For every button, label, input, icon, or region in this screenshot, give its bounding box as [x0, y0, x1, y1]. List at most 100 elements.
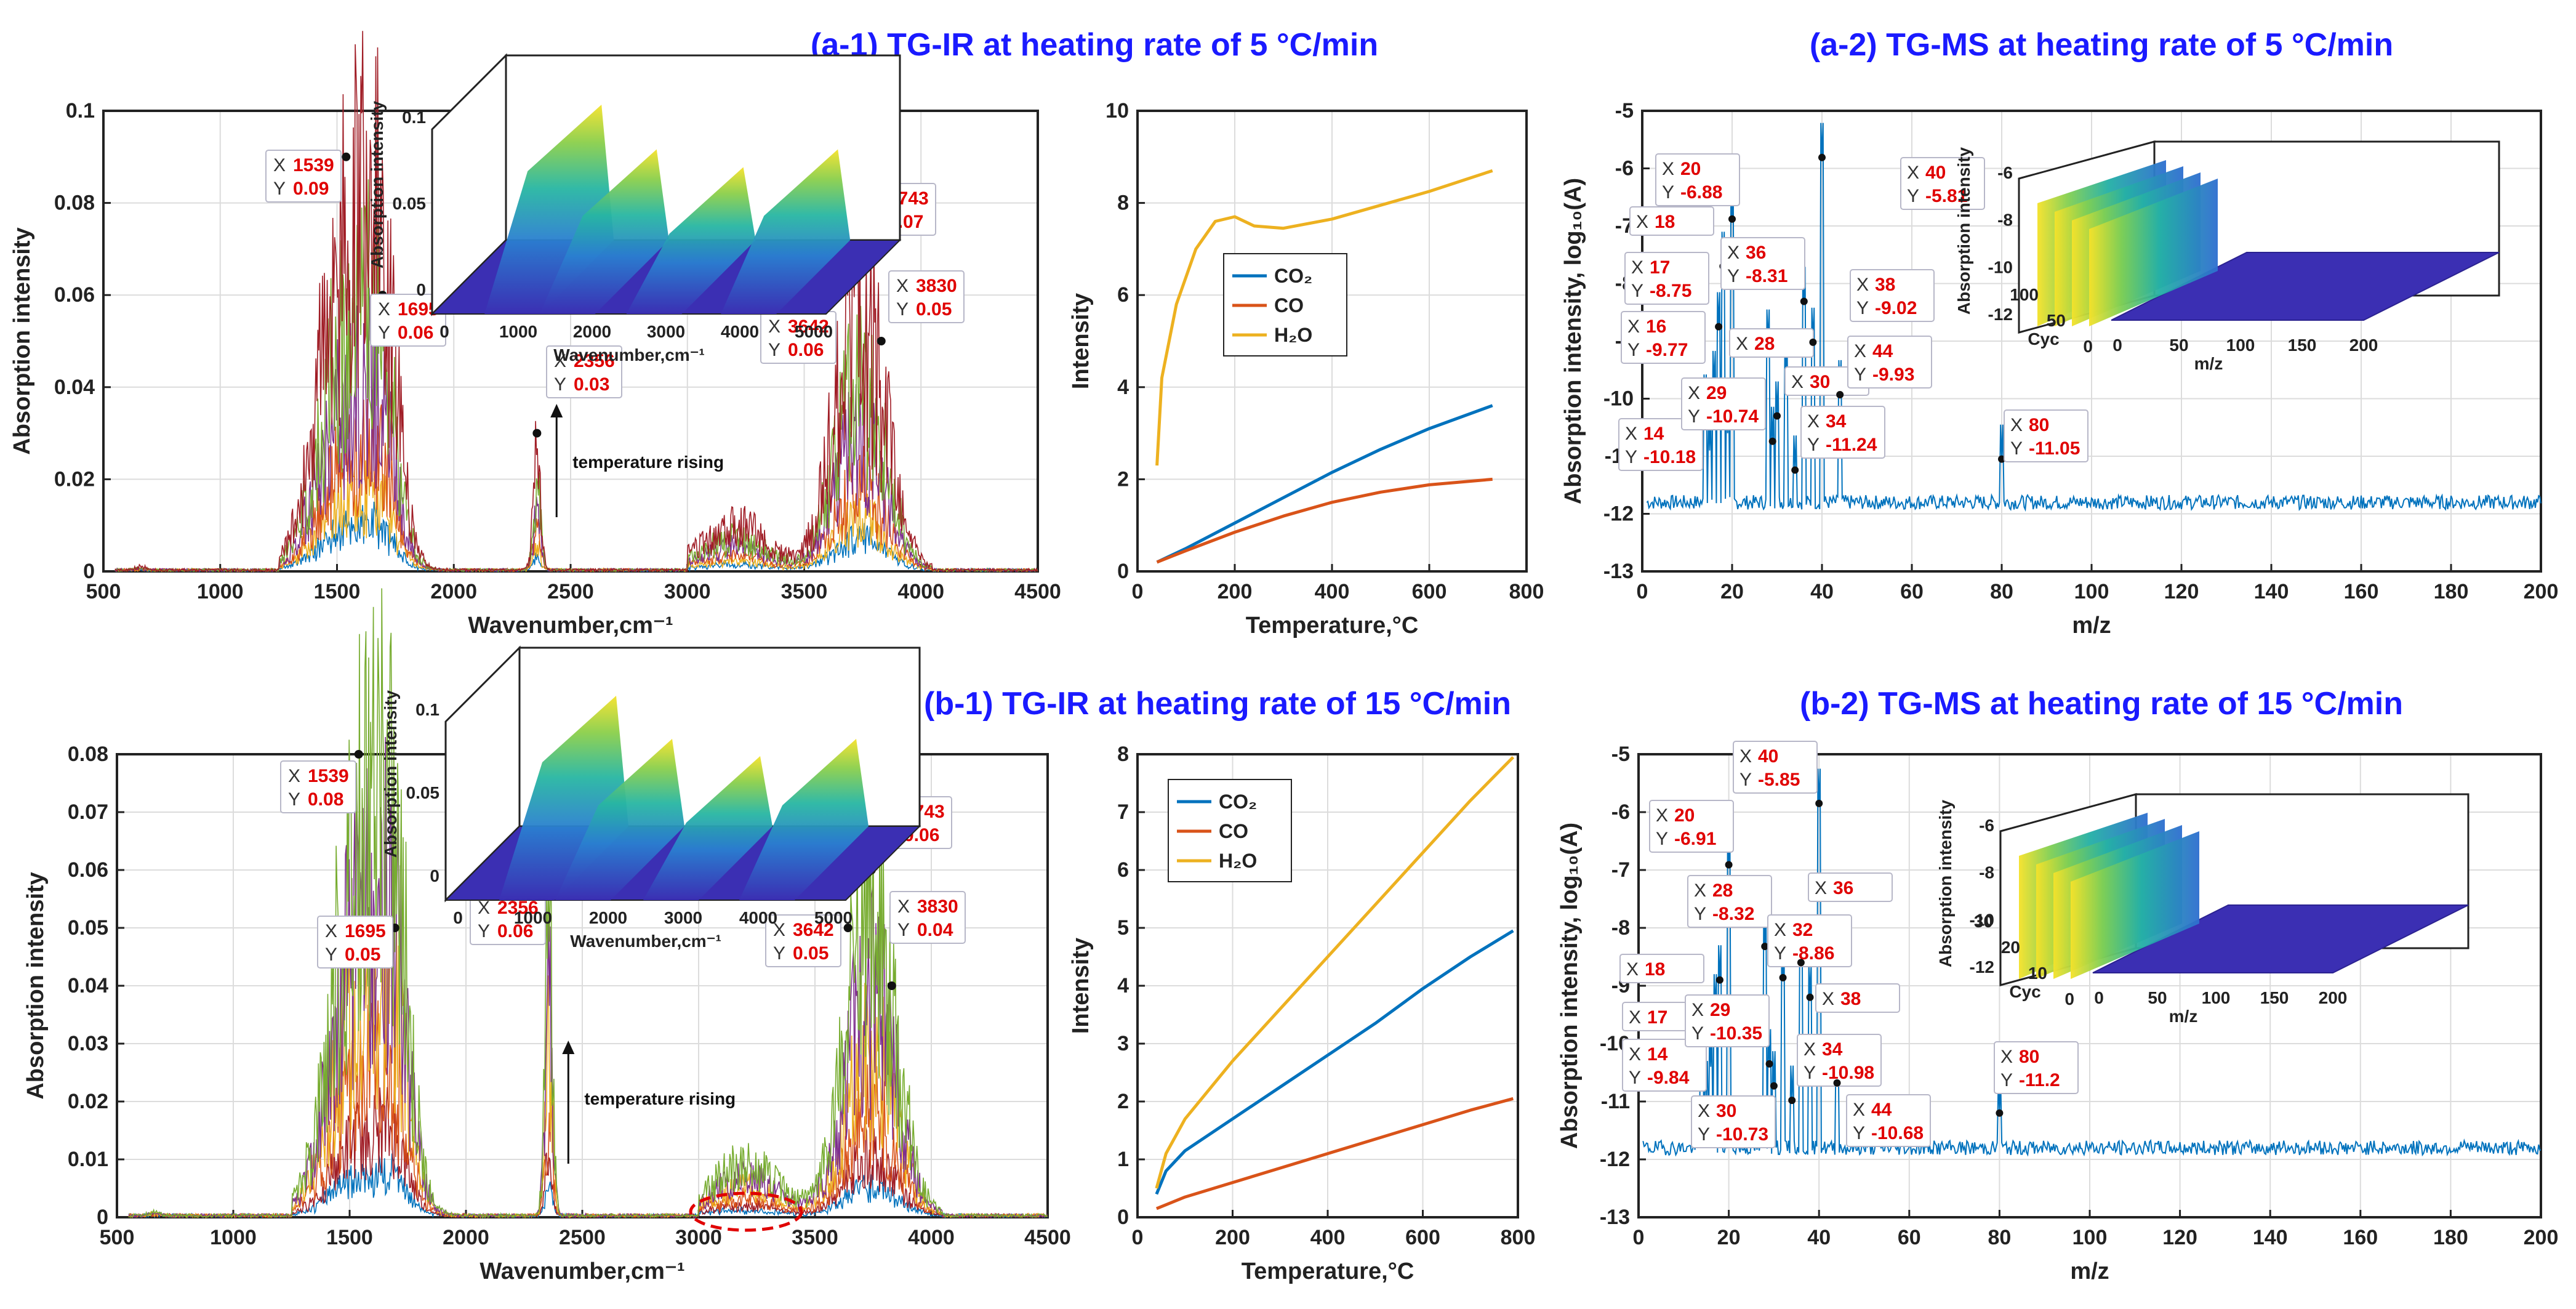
datatip-x-key: X: [1629, 1007, 1641, 1028]
datatip-y-value: -6.88: [1680, 182, 1722, 203]
datatip-x-value: 16: [1646, 316, 1666, 337]
x-tick-label: 40: [1810, 580, 1834, 603]
x-tick-label: 100: [2072, 1226, 2108, 1249]
peak-marker: [1765, 1060, 1773, 1068]
y-axis-label: Absorption intensity, log₁₀(A): [1560, 178, 1586, 504]
legend-box: [1168, 779, 1292, 882]
datatip-box: [1621, 311, 1706, 364]
inset-z-tick: -6: [1979, 816, 1994, 835]
datatip-y-value: -10.73: [1716, 1124, 1768, 1145]
datatip-box: [1797, 1034, 1882, 1087]
y-tick-label: 10: [1105, 99, 1129, 123]
datatip-y-key: Y: [1774, 943, 1786, 964]
datatip-y-key: Y: [1727, 266, 1739, 286]
datatip-box: [765, 914, 841, 967]
y-tick-label: 0.1: [66, 99, 95, 123]
highlight-ellipse: [689, 1191, 803, 1232]
x-tick-label: 200: [2524, 580, 2559, 603]
datatip: X 14 Y -9.84: [1622, 1039, 1707, 1092]
y-tick-label: 0.03: [68, 1032, 108, 1055]
inset-y-tick: 100: [2010, 285, 2039, 304]
x-tick-label: 140: [2253, 1226, 2288, 1249]
datatip-box: [2004, 409, 2088, 462]
inset-z-tick: 0: [416, 280, 426, 299]
datatip: X 16 Y -9.77: [1621, 311, 1706, 364]
x-tick-label: 100: [2074, 580, 2109, 603]
series-line-CO: [1155, 1097, 1514, 1210]
x-tick-label: 500: [86, 580, 121, 603]
datatip-box: [1846, 1094, 1931, 1147]
inset-z-tick: 0.05: [393, 194, 427, 213]
legend-label: H₂O: [1219, 850, 1257, 872]
x-tick-label: 3000: [675, 1226, 722, 1249]
chart-a1b: 0 200 400 600 800 0 2 4 6 8 10 Temperature,°C Intens…: [1068, 99, 1544, 638]
y-tick-label: -5: [1611, 743, 1630, 766]
inset-surface-ridge: [739, 739, 869, 900]
datatip-y-value: -6.91: [1674, 829, 1716, 849]
y-tick-label: 0.05: [68, 916, 108, 940]
inset-x-tick: 200: [2319, 988, 2348, 1007]
inset-z-tick: -10: [1970, 910, 1994, 929]
chart-title: (b-2) TG-MS at heating rate of 15 °C/min: [1800, 686, 2403, 722]
peak-marker: [877, 337, 886, 345]
inset-x-tick: 50: [2169, 336, 2188, 355]
x-tick-label: 2000: [430, 580, 477, 603]
temperature-rising-label: temperature rising: [584, 1089, 736, 1108]
series-line-CO: [1156, 404, 1493, 564]
y-tick-label: -7: [1611, 858, 1630, 882]
datatip: X 3642 Y 0.06: [760, 311, 837, 364]
y-tick-label: 0: [83, 560, 95, 583]
y-tick-label: 0.02: [54, 467, 95, 491]
plot-frame: [1136, 753, 1519, 1218]
datatip-y-value: -11.2: [2019, 1070, 2060, 1090]
datatip: X 1539 Y 0.09: [265, 150, 342, 203]
x-tick-label: 200: [2524, 1226, 2559, 1249]
inset-y-tick: 10: [2028, 964, 2047, 983]
x-tick-label: 160: [2344, 580, 2379, 603]
inset-x-tick: 150: [2260, 988, 2289, 1007]
inset-x-label: m/z: [2194, 354, 2223, 373]
datatip-x-key: X: [773, 920, 785, 940]
y-tick-label: 0: [97, 1206, 108, 1229]
datatip-x-key: X: [325, 921, 337, 941]
peak-marker: [532, 429, 542, 438]
datatip-x-value: 1539: [293, 155, 334, 175]
datatip-y-key: Y: [325, 944, 337, 965]
inset-z-tick: -12: [1988, 305, 2013, 324]
datatip: X 80 Y -11.2: [1994, 1041, 2079, 1094]
datatip-y-key: Y: [1656, 829, 1668, 849]
inset-x-label: m/z: [2169, 1007, 2198, 1026]
inset-y-tick: 30: [1974, 912, 1993, 931]
datatip: X 34 Y -11.24: [1800, 406, 1885, 459]
datatip-x-value: 28: [1754, 334, 1775, 354]
datatip: X 36 Y -8.31: [1720, 237, 1805, 290]
datatip-y-key: Y: [1662, 182, 1674, 203]
y-tick-label: 5: [1117, 916, 1129, 940]
datatip-y-key: Y: [1807, 435, 1820, 455]
x-tick-label: 4500: [1024, 1226, 1071, 1249]
datatip-x-key: X: [1804, 1039, 1816, 1060]
datatip-x-value: 14: [1647, 1044, 1668, 1065]
datatip-x-value: 32: [1792, 920, 1813, 940]
datatip-x-key: X: [2010, 415, 2023, 435]
datatip-y-key: Y: [896, 299, 909, 320]
plot-frame: [1136, 110, 1528, 573]
datatip-y-value: 0.05: [916, 299, 952, 320]
legend-label: CO: [1274, 294, 1304, 316]
peak-marker: [1761, 943, 1769, 951]
datatip-y-value: -10.98: [1822, 1063, 1874, 1083]
spectrum-series-4: [128, 916, 1048, 1219]
datatip-x-key: X: [1774, 920, 1786, 940]
inset-x-tick: 5000: [795, 322, 833, 341]
inset-surface-ridge: [555, 739, 684, 900]
datatip: X 40 Y -5.81: [1900, 157, 1985, 210]
peak-marker: [1815, 799, 1823, 807]
datatip-y-value: -10.18: [1643, 447, 1696, 467]
datatip-x-value: 80: [2019, 1047, 2039, 1067]
datatip-x-value: 40: [1925, 163, 1946, 183]
y-tick-label: 0.06: [68, 858, 108, 882]
y-tick-label: 1: [1117, 1148, 1129, 1171]
datatip-x-key: X: [1636, 212, 1648, 232]
datatip-y-value: -9.77: [1646, 340, 1688, 360]
y-tick-label: 8: [1117, 191, 1129, 215]
